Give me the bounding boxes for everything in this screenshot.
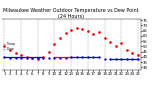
Title: Milwaukee Weather Outdoor Temperature vs Dew Point (24 Hours): Milwaukee Weather Outdoor Temperature vs…	[3, 8, 139, 19]
Text: — Temp
— Dew: — Temp — Dew	[3, 42, 15, 51]
